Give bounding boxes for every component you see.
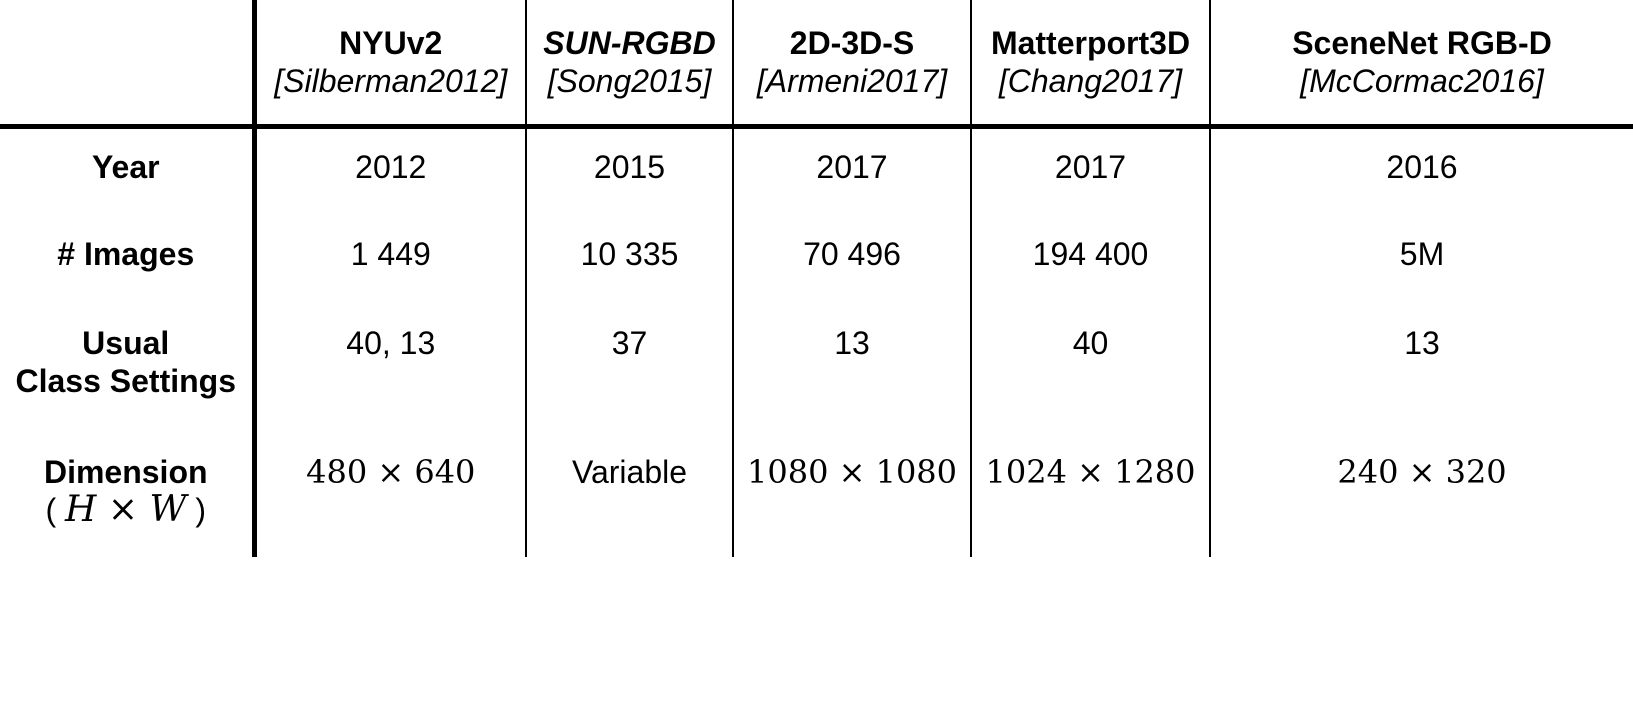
- math-h-times-w: H × W: [65, 488, 187, 530]
- row-label-year: Year: [91, 149, 160, 185]
- column-header-nyuv2: NYUv2 [Silberman2012]: [251, 0, 526, 129]
- table-cell: 1024 × 1280: [970, 430, 1210, 557]
- table-cell: 194 400: [970, 215, 1210, 305]
- header-row: NYUv2 [Silberman2012] SUN-RGBD [Song2015…: [0, 0, 1633, 129]
- column-citation: [Silberman2012]: [274, 63, 508, 99]
- row-label-images: # Images: [57, 235, 195, 272]
- column-header-2d-3d-s: 2D-3D-S [Armeni2017]: [732, 0, 971, 129]
- table-cell: 40, 13: [251, 304, 526, 431]
- table-cell: 240 × 320: [1209, 430, 1633, 557]
- column-citation: [Song2015]: [547, 63, 712, 99]
- row-label-line: Usual: [82, 324, 170, 361]
- column-name: 2D-3D-S: [789, 25, 915, 61]
- table-cell: 480 × 640: [251, 430, 526, 557]
- datasets-comparison-table: NYUv2 [Silberman2012] SUN-RGBD [Song2015…: [0, 0, 1633, 557]
- table-cell: 13: [1209, 304, 1633, 431]
- table-cell: 13: [732, 304, 971, 431]
- table-cell: 2012: [251, 126, 526, 216]
- table-cell: 1 449: [251, 215, 526, 305]
- column-header-scenenet-rgb-d: SceneNet RGB-D [McCormac2016]: [1209, 0, 1633, 129]
- row-label-dimension: Dimension ( H × W ): [0, 431, 254, 557]
- paren-open: (: [45, 491, 57, 528]
- row-label-line: Dimension: [43, 453, 208, 490]
- table-cell: 37: [525, 304, 733, 431]
- table-cell: 70 496: [732, 215, 971, 305]
- table-row-images: # Images 1 449 10 335 70 496 194 400 5M: [0, 215, 1633, 305]
- table-cell: 2015: [525, 126, 733, 216]
- table-cell: 2017: [970, 126, 1210, 216]
- table-row-class-settings: Usual Class Settings 40, 13 37 13 40 13: [0, 304, 1633, 431]
- table-cell: 10 335: [525, 215, 733, 305]
- table-cell: Variable: [525, 430, 733, 557]
- table-cell: 2016: [1209, 126, 1633, 216]
- row-sublabel: ( H × W ): [0, 488, 252, 530]
- table-cell: 5M: [1209, 215, 1633, 305]
- column-citation: [McCormac2016]: [1300, 63, 1544, 99]
- corner-cell: [0, 0, 254, 129]
- column-header-matterport3d: Matterport3D [Chang2017]: [970, 0, 1210, 129]
- table-cell: 40: [970, 304, 1210, 431]
- table-row-dimension: Dimension ( H × W ) 480 × 640 Variable 1…: [0, 430, 1633, 557]
- column-name: SUN-RGBD: [543, 25, 716, 61]
- column-name: SceneNet RGB-D: [1292, 25, 1552, 61]
- column-header-sun-rgbd: SUN-RGBD [Song2015]: [525, 0, 733, 129]
- column-citation: [Chang2017]: [998, 63, 1183, 99]
- column-name: NYUv2: [339, 25, 443, 61]
- table-row-year: Year 2012 2015 2017 2017 2016: [0, 126, 1633, 216]
- row-label-line: Class Settings: [15, 362, 236, 399]
- row-label-class-settings: Usual Class Settings: [0, 305, 254, 431]
- table-cell: 2017: [732, 126, 971, 216]
- column-name: Matterport3D: [990, 25, 1191, 61]
- column-citation: [Armeni2017]: [756, 63, 948, 99]
- paren-close: ): [195, 491, 207, 528]
- table-cell: 1080 × 1080: [732, 430, 971, 557]
